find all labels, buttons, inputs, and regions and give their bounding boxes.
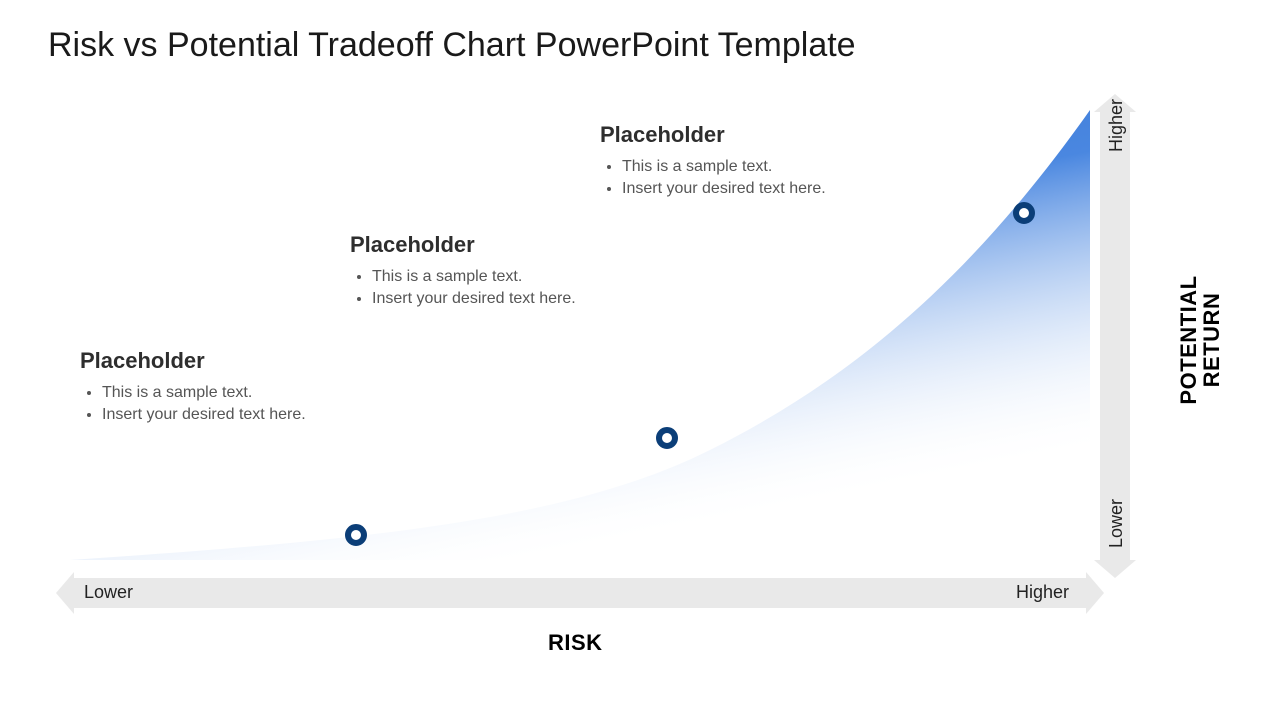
x-axis-title: RISK <box>548 630 603 656</box>
curve-marker <box>345 524 367 546</box>
curve-marker <box>656 427 678 449</box>
curve-marker <box>1013 202 1035 224</box>
y-axis-high-label: Higher <box>1106 99 1127 152</box>
callout-title: Placeholder <box>350 232 580 258</box>
callout-bullets: This is a sample text.Insert your desire… <box>600 156 830 199</box>
x-axis-low-label: Lower <box>84 582 133 603</box>
slide-title-text: Risk vs Potential Tradeoff Chart PowerPo… <box>48 26 856 64</box>
callout-bullet: This is a sample text. <box>372 266 580 288</box>
y-axis-arrow-down-icon <box>1094 560 1136 578</box>
curve-area-path <box>70 110 1090 560</box>
callout-bullet: Insert your desired text here. <box>372 288 580 310</box>
risk-return-curve <box>70 100 1090 570</box>
x-axis-high-label: Higher <box>1016 582 1069 603</box>
callout-bullet: Insert your desired text here. <box>102 404 310 426</box>
callout-bullet: Insert your desired text here. <box>622 178 830 200</box>
callout: Placeholder This is a sample text.Insert … <box>80 348 310 425</box>
callout-title: Placeholder <box>600 122 830 148</box>
callout-title: Placeholder <box>80 348 310 374</box>
risk-return-slide: { "title": { "text": "Risk vs Potential … <box>0 0 1280 720</box>
callout-bullet: This is a sample text. <box>102 382 310 404</box>
slide-title: Risk vs Potential Tradeoff Chart PowerPo… <box>48 26 856 65</box>
callout-bullets: This is a sample text.Insert your desire… <box>350 266 580 309</box>
x-axis-bar <box>74 578 1086 608</box>
y-axis-bar <box>1100 112 1130 560</box>
callout: Placeholder This is a sample text.Insert … <box>600 122 830 199</box>
y-axis-title: POTENTIALRETURN <box>1177 275 1223 404</box>
x-axis-arrow-left-icon <box>56 572 74 614</box>
x-axis-arrow-right-icon <box>1086 572 1104 614</box>
callout-bullets: This is a sample text.Insert your desire… <box>80 382 310 425</box>
callout-bullet: This is a sample text. <box>622 156 830 178</box>
callout: Placeholder This is a sample text.Insert … <box>350 232 580 309</box>
y-axis-low-label: Lower <box>1106 499 1127 548</box>
